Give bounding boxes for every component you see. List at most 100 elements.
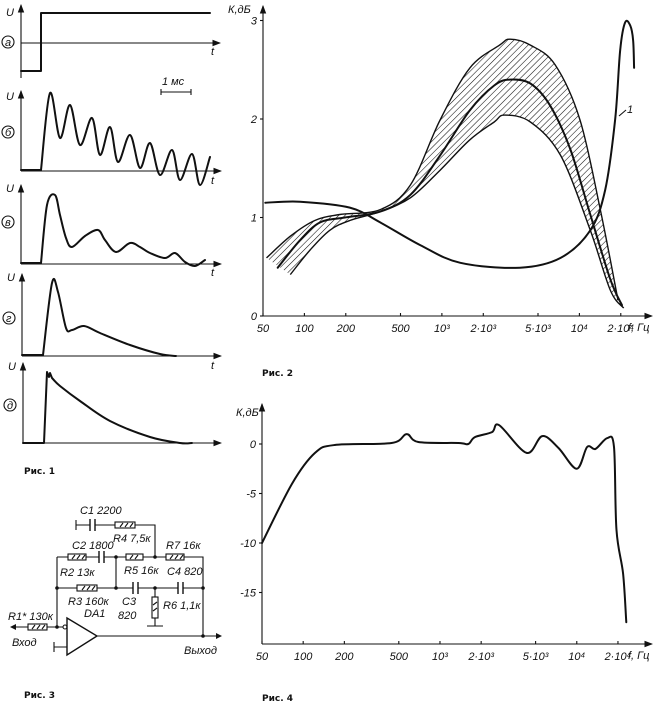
panel-a: U t а 1 мс (1, 3, 222, 95)
x-tick-label: 2·10³ (469, 323, 496, 335)
scale-bar-label: 1 мс (162, 76, 185, 88)
y-tick-label: 0 (250, 439, 257, 451)
exponential-decay-waveform (22, 371, 193, 445)
panel-marker-circle (1, 125, 15, 139)
series-upper-bound-line (266, 38, 619, 301)
y-tick-label: 1 (251, 213, 257, 225)
x-tick-label: 100 (294, 651, 313, 663)
y-tick-label: 2 (250, 114, 257, 126)
u-label: U (6, 7, 14, 19)
irregular-waveform (20, 193, 206, 268)
capacitor-c1 (89, 519, 96, 531)
x-tick-label: 10⁴ (571, 323, 588, 335)
y-tick-label: -15 (240, 588, 257, 600)
resistor-r6 (151, 596, 159, 619)
resistor-r2 (67, 553, 87, 561)
t-label: t (211, 360, 215, 372)
capacitor-c3 (132, 582, 139, 594)
label-r2: R2 13к (60, 567, 95, 579)
x-tick-label: 500 (391, 323, 410, 335)
x-tick-label: 10³ (432, 651, 448, 663)
damped-waveform (21, 277, 177, 357)
curve-1-label: 1 (627, 104, 633, 116)
junction-dots (55, 555, 205, 638)
u-label: U (8, 361, 16, 373)
y-axis-label: К,дБ (228, 4, 251, 16)
figure-2-chart: К,дБ f, Гц Рис. 2 0 1 2 3 50 100 200 500 10³ 2·10³ 5·… (228, 4, 654, 379)
y-tick-label: -5 (246, 489, 257, 501)
resistor-r4 (114, 521, 136, 529)
panel-letter: г (6, 313, 12, 325)
circuit-wires (16, 520, 216, 652)
u-label: U (6, 91, 14, 103)
x-tick-label: 50 (257, 323, 270, 335)
x-tick-label: 500 (390, 651, 409, 663)
label-r1: R1* 130к (8, 611, 54, 623)
panel-letter: б (5, 127, 12, 139)
figure-3-caption: Рис. 3 (24, 691, 55, 701)
series-mean-line (276, 78, 623, 307)
resistor-r5 (125, 553, 144, 561)
figure-1-caption: Рис. 1 (24, 467, 55, 477)
t-label: t (211, 46, 215, 58)
figure-caption: Рис. 2 (262, 369, 293, 379)
x-tick-label: 2·10⁴ (604, 651, 632, 663)
label-output: Выход (184, 645, 217, 657)
label-r3: R3 160к (68, 596, 109, 608)
label-c4: C4 820 (167, 566, 203, 578)
u-label: U (7, 272, 15, 284)
x-tick-label: 200 (336, 323, 356, 335)
y-tick-label: 0 (251, 311, 258, 323)
figure-3-circuit: C1 2200 R4 7,5к C2 1800 R7 16к R2 13к R5… (8, 505, 222, 701)
u-label: U (6, 183, 14, 195)
y-axis-label: К,дБ (236, 407, 259, 419)
label-input: Вход (12, 637, 37, 649)
panel-letter: а (5, 37, 11, 49)
x-tick-label: 200 (334, 651, 354, 663)
scale-bar (160, 89, 192, 95)
panel-d: U д (3, 361, 223, 447)
figure-caption: Рис. 4 (262, 694, 293, 704)
x-tick-label: 2·10⁴ (606, 323, 634, 335)
input-arrow (10, 624, 16, 630)
label-c2: C2 1800 (72, 540, 114, 552)
resistor-r7 (165, 553, 185, 561)
y-tick-label: -10 (240, 538, 257, 550)
capacitor-c4 (177, 582, 184, 594)
label-r4: R4 7,5к (113, 533, 151, 545)
x-tick-label: 10³ (434, 323, 450, 335)
label-da1: DA1 (84, 608, 105, 620)
label-c1: C1 2200 (80, 505, 122, 517)
t-label: t (211, 267, 215, 279)
label-r6: R6 1,1к (163, 600, 201, 612)
label-c3-value: 820 (118, 610, 137, 622)
op-amp-da1 (62, 616, 99, 657)
label-r7: R7 16к (166, 540, 201, 552)
curve-1-leader (618, 109, 627, 117)
panel-marker-circle (2, 311, 16, 325)
label-r5: R5 16к (124, 565, 159, 577)
x-tick-label: 2·10³ (467, 651, 494, 663)
series-lower-bound-line (289, 114, 625, 309)
resistor-r3 (76, 584, 98, 592)
series-response-line (261, 423, 628, 624)
series-1-line (264, 19, 636, 269)
panel-v: U t в (1, 183, 223, 279)
t-label: t (211, 175, 215, 187)
panel-g: U t г (2, 272, 223, 372)
tolerance-band-hatching (266, 39, 624, 309)
x-tick-label: 100 (295, 323, 314, 335)
x-tick-label: 5·10³ (523, 651, 549, 663)
step-waveform (20, 12, 211, 72)
x-tick-label: 10⁴ (568, 651, 585, 663)
x-axis-label: f, Гц (628, 650, 649, 662)
resistor-r1 (27, 623, 48, 631)
panel-b: U t б (1, 89, 223, 187)
panel-letter: д (7, 400, 13, 412)
label-c3: C3 (122, 596, 137, 608)
x-tick-label: 5·10³ (525, 323, 551, 335)
output-arrow (216, 633, 222, 639)
x-axis-label: f, Гц (628, 322, 649, 334)
capacitor-c2 (98, 551, 105, 563)
